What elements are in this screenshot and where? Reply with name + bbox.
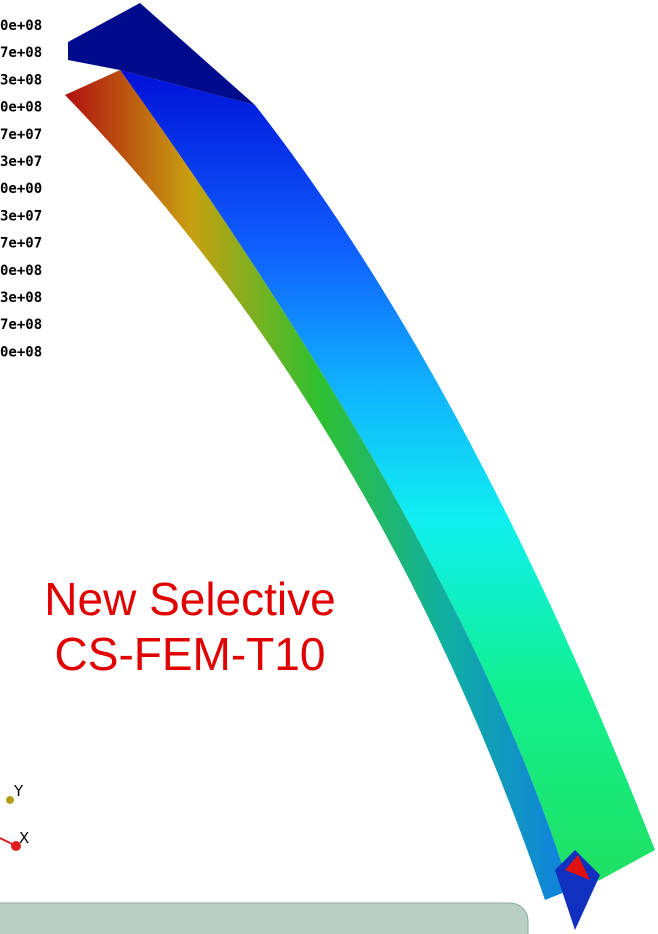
- legend-label: 0e+00: [0, 181, 42, 197]
- legend-label: 0e+08: [0, 263, 42, 279]
- bottom-bar: [0, 903, 528, 934]
- legend-label: 0e+08: [0, 344, 42, 360]
- legend: 0e+08 7e+08 3e+08 0e+08 7e+07 3e+07 0e+00 3e+07…: [0, 18, 42, 360]
- y-axis-dot: [6, 796, 14, 804]
- legend-label: 3e+07: [0, 208, 42, 224]
- y-axis-label: Y: [13, 782, 24, 800]
- legend-label: 3e+08: [0, 290, 42, 306]
- legend-label: 7e+08: [0, 45, 42, 61]
- screenshot: Y X New Selective CS-FEM-T10 0e+08 7e+08 3…: [0, 0, 658, 934]
- legend-label: 0e+08: [0, 100, 42, 116]
- legend-label: 7e+07: [0, 236, 42, 252]
- legend-label: 3e+07: [0, 154, 42, 170]
- legend-label: 7e+08: [0, 317, 42, 333]
- legend-label: 7e+07: [0, 127, 42, 143]
- caption-line2: CS-FEM-T10: [55, 628, 326, 680]
- x-axis-label: X: [19, 829, 29, 847]
- caption-line1: New Selective: [44, 573, 335, 625]
- legend-label: 0e+08: [0, 18, 42, 34]
- legend-label: 3e+08: [0, 72, 42, 88]
